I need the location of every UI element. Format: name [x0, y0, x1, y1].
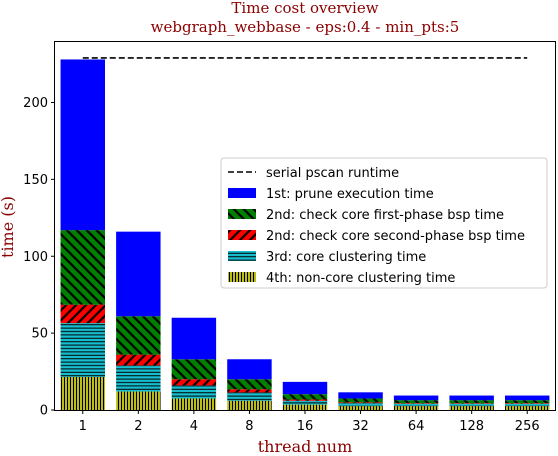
- bar-segment-32-s1: [338, 403, 382, 406]
- x-tick-label: 1: [79, 419, 87, 434]
- x-tick-label: 4: [190, 419, 198, 434]
- bar-segment-64-s3: [394, 400, 438, 403]
- bar-segment-2-s2: [116, 355, 160, 366]
- bar-segment-2-s4: [116, 232, 160, 317]
- bar-segment-32-s4: [338, 392, 382, 398]
- bar-segment-1-s1: [61, 323, 105, 377]
- bar-segment-256-s2: [505, 403, 549, 404]
- bar-segment-8-s2: [227, 389, 271, 392]
- x-axis-label: thread num: [258, 437, 353, 456]
- bar-segment-128-s3: [449, 400, 493, 403]
- bar-segment-4-s2: [172, 379, 216, 385]
- bar-segment-8-s3: [227, 379, 271, 389]
- bar-segment-16-s1: [283, 401, 327, 405]
- legend-swatch-second-phase: [228, 230, 256, 240]
- x-tick-label: 32: [352, 419, 369, 434]
- bar-segment-4-s1: [172, 385, 216, 398]
- legend-label-prune: 1st: prune execution time: [266, 187, 434, 202]
- bar-segment-128-s1: [449, 404, 493, 406]
- bar-segment-2-s3: [116, 316, 160, 354]
- legend: serial pscan runtime 1st: prune executio…: [221, 158, 547, 288]
- legend-swatch-core-clustering: [228, 251, 256, 261]
- bar-segment-1-s4: [61, 59, 105, 230]
- bar-segment-2-s0: [116, 392, 160, 410]
- bar-segment-64-s2: [394, 403, 438, 404]
- y-tick-label: 0: [40, 404, 48, 419]
- legend-swatch-prune: [228, 188, 256, 198]
- bar-segment-128-s0: [449, 406, 493, 410]
- bar-segment-32-s2: [338, 402, 382, 403]
- y-tick-label: 50: [31, 327, 48, 342]
- bar-segment-256-s0: [505, 406, 549, 410]
- bar-segment-2-s1: [116, 365, 160, 391]
- x-tick-label: 256: [515, 419, 540, 434]
- bar-segment-1-s3: [61, 230, 105, 305]
- x-tick-label: 8: [245, 419, 253, 434]
- bar-segment-4-s4: [172, 318, 216, 360]
- legend-label-second-phase: 2nd: check core second-phase bsp time: [266, 229, 525, 244]
- y-tick-label: 200: [23, 96, 48, 111]
- bar-segment-16-s4: [283, 382, 327, 394]
- y-tick-label: 100: [23, 250, 48, 265]
- bar-segment-32-s0: [338, 406, 382, 410]
- x-axis-ticks: 1 2 4 8 16 32 64 128 256: [79, 410, 540, 434]
- x-tick-label: 2: [134, 419, 142, 434]
- chart-title: Time cost overview: [231, 0, 378, 17]
- legend-label-first-phase: 2nd: check core first-phase bsp time: [266, 208, 504, 223]
- bar-segment-64-s1: [394, 404, 438, 406]
- bar-segment-16-s2: [283, 400, 327, 401]
- legend-swatch-first-phase: [228, 209, 256, 219]
- bar-segment-64-s4: [394, 396, 438, 401]
- bar-segment-128-s2: [449, 403, 493, 404]
- bar-segment-8-s4: [227, 359, 271, 379]
- chart-subtitle: webgraph_webbase - eps:0.4 - min_pts:5: [151, 18, 460, 36]
- bar-segment-256-s4: [505, 396, 549, 401]
- legend-label-core-clustering: 3rd: core clustering time: [266, 250, 426, 265]
- legend-label-serial: serial pscan runtime: [266, 166, 399, 181]
- bar-segment-4-s0: [172, 398, 216, 410]
- bar-segment-16-s0: [283, 405, 327, 410]
- x-tick-label: 128: [459, 419, 484, 434]
- bar-segment-256-s3: [505, 400, 549, 403]
- y-axis-ticks: 0 50 100 150 200: [23, 96, 55, 419]
- x-tick-label: 64: [408, 419, 425, 434]
- legend-swatch-non-core-clustering: [228, 272, 256, 282]
- bar-segment-4-s3: [172, 359, 216, 379]
- bar-segment-256-s1: [505, 404, 549, 406]
- bar-segment-1-s0: [61, 377, 105, 410]
- y-tick-label: 150: [23, 173, 48, 188]
- bar-segment-16-s3: [283, 394, 327, 399]
- bar-segment-64-s0: [394, 406, 438, 410]
- bar-segment-8-s1: [227, 392, 271, 400]
- bar-segment-8-s0: [227, 401, 271, 410]
- y-axis-label: time (s): [0, 196, 17, 258]
- x-tick-label: 16: [297, 419, 314, 434]
- bar-segment-128-s4: [449, 396, 493, 401]
- bar-segment-32-s3: [338, 398, 382, 402]
- bar-segment-1-s2: [61, 305, 105, 323]
- legend-label-non-core-clustering: 4th: non-core clustering time: [266, 271, 455, 286]
